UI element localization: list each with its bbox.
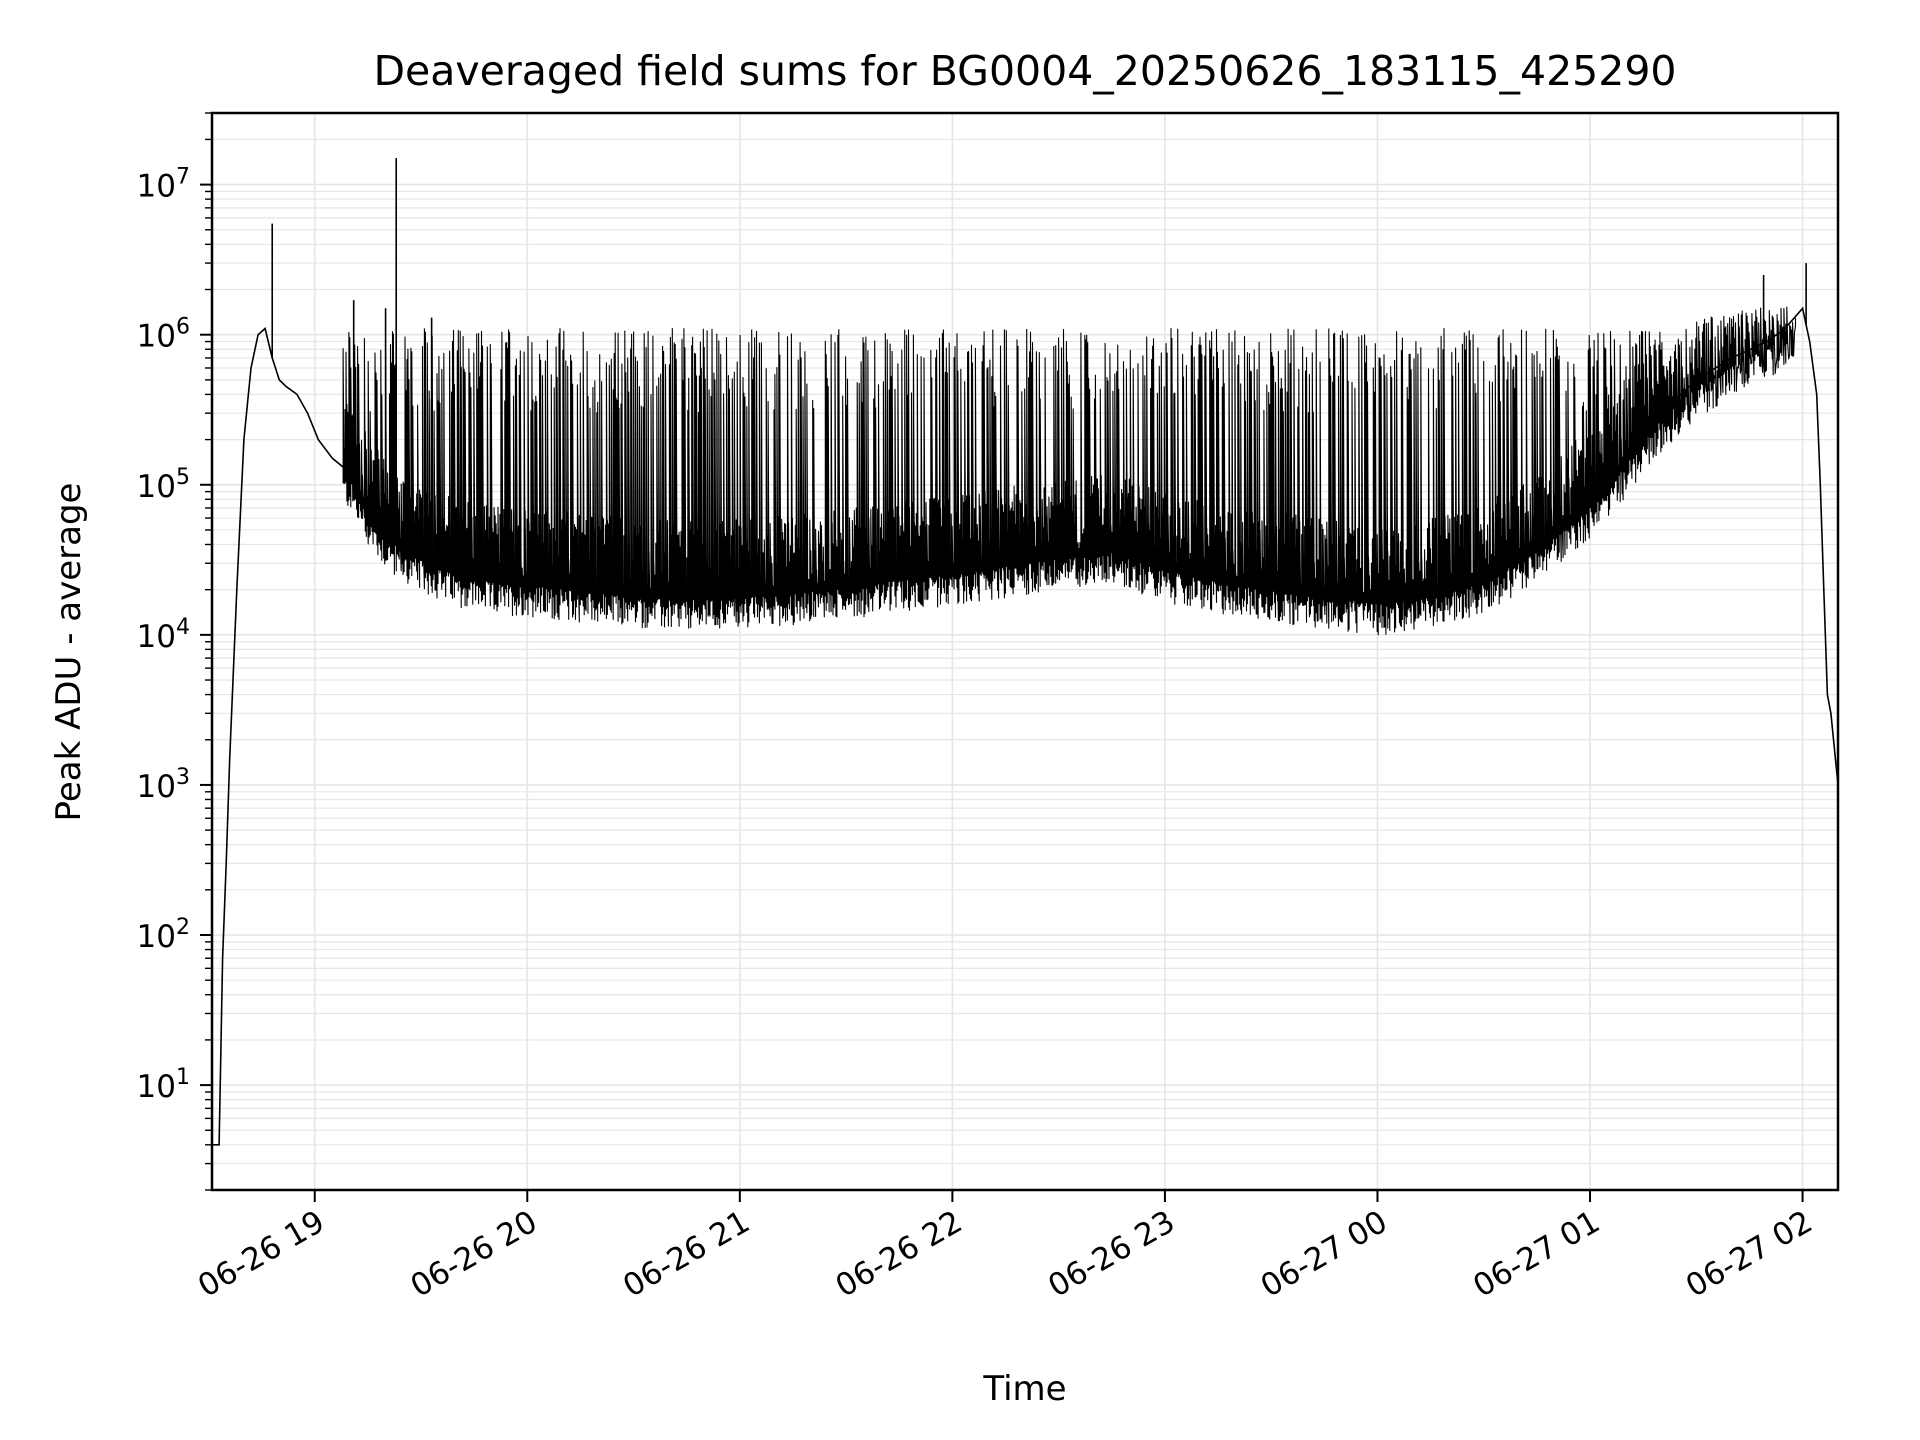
- y-tick-label: 106: [137, 315, 190, 355]
- y-axis-title: Peak ADU - average: [49, 483, 89, 822]
- y-tick-label: 102: [137, 915, 190, 955]
- data-series: [212, 158, 1839, 1146]
- series-line: [212, 306, 1839, 1146]
- y-tick-label: 105: [137, 465, 190, 505]
- x-axis-title: Time: [982, 1369, 1066, 1409]
- chart-title: Deaveraged field sums for BG0004_2025062…: [373, 47, 1676, 95]
- y-tick-label: 104: [137, 615, 190, 655]
- plot-frame: [210, 111, 1840, 1192]
- noise-band: [342, 306, 1797, 636]
- y-tick-label: 103: [137, 765, 190, 805]
- noise-spikes: [342, 306, 1797, 636]
- y-tick-label: 101: [137, 1065, 190, 1105]
- y-axis: 101 102 103 104 105 106 107: [137, 112, 212, 1191]
- y-tick-label: 107: [137, 165, 190, 205]
